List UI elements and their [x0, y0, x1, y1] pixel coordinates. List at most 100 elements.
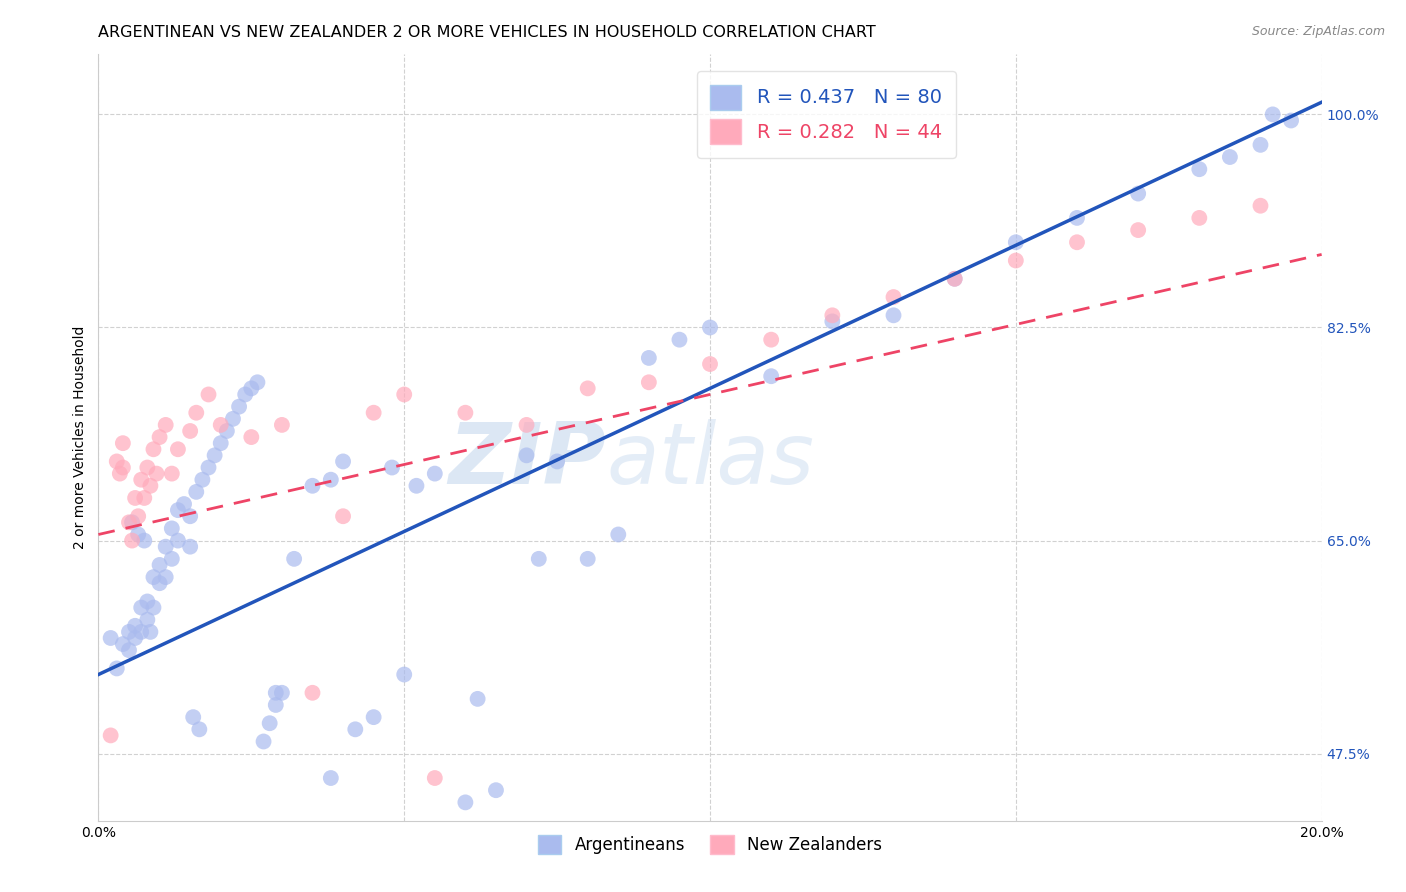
Point [821, 314, 844, 328]
Point [301, 686, 323, 700]
Point [576, 552, 599, 566]
Point [142, 600, 165, 615]
Legend: Argentineans, New Zealanders: Argentineans, New Zealanders [530, 826, 890, 863]
Point [121, 533, 143, 548]
Point [319, 771, 342, 785]
Point [149, 430, 172, 444]
Point [1128, 223, 1150, 237]
Point [181, 710, 204, 724]
Point [485, 783, 508, 797]
Point [204, 448, 226, 462]
Point [134, 491, 156, 505]
Point [699, 357, 721, 371]
Point [108, 467, 131, 481]
Point [129, 473, 152, 487]
Point [668, 333, 690, 347]
Point [160, 521, 183, 535]
Point [155, 540, 177, 554]
Text: Source: ZipAtlas.com: Source: ZipAtlas.com [1251, 25, 1385, 38]
Point [111, 637, 134, 651]
Point [155, 570, 177, 584]
Point [319, 473, 342, 487]
Point [546, 454, 568, 468]
Point [222, 412, 245, 426]
Point [1250, 199, 1272, 213]
Point [191, 473, 214, 487]
Point [197, 387, 219, 401]
Point [149, 576, 172, 591]
Point [1219, 150, 1241, 164]
Point [301, 479, 323, 493]
Point [252, 734, 274, 748]
Point [637, 351, 661, 365]
Point [821, 308, 844, 322]
Point [883, 308, 905, 322]
Point [155, 417, 177, 432]
Point [381, 460, 404, 475]
Point [467, 691, 489, 706]
Point [283, 552, 305, 566]
Point [761, 369, 783, 384]
Point [259, 716, 281, 731]
Point [186, 484, 208, 499]
Point [1250, 137, 1272, 152]
Point [454, 796, 477, 810]
Point [127, 527, 149, 541]
Point [454, 406, 477, 420]
Point [527, 552, 550, 566]
Point [129, 624, 152, 639]
Point [423, 467, 446, 481]
Point [134, 533, 156, 548]
Point [363, 406, 385, 420]
Point [240, 430, 263, 444]
Point [167, 503, 190, 517]
Point [111, 460, 134, 475]
Point [576, 381, 599, 395]
Point [423, 771, 446, 785]
Point [179, 540, 201, 554]
Point [100, 631, 122, 645]
Point [142, 570, 165, 584]
Point [246, 376, 269, 390]
Point [188, 723, 211, 737]
Point [139, 479, 162, 493]
Point [516, 417, 538, 432]
Point [264, 686, 287, 700]
Point [136, 613, 159, 627]
Point [233, 387, 256, 401]
Point [761, 333, 783, 347]
Point [186, 406, 208, 420]
Point [197, 460, 219, 475]
Point [136, 594, 159, 608]
Point [118, 516, 141, 530]
Point [1279, 113, 1302, 128]
Point [111, 436, 134, 450]
Point [129, 600, 152, 615]
Point [1066, 211, 1088, 225]
Point [637, 376, 661, 390]
Point [240, 381, 263, 395]
Point [516, 448, 538, 462]
Point [405, 479, 427, 493]
Point [607, 527, 630, 541]
Point [270, 686, 294, 700]
Point [332, 509, 354, 524]
Point [100, 728, 122, 742]
Point [118, 643, 141, 657]
Point [160, 467, 183, 481]
Point [215, 424, 238, 438]
Point [105, 661, 128, 675]
Point [943, 272, 966, 286]
Point [883, 290, 905, 304]
Point [124, 491, 146, 505]
Point [142, 442, 165, 457]
Point [167, 442, 190, 457]
Point [699, 320, 721, 334]
Point [1261, 107, 1284, 121]
Point [943, 272, 966, 286]
Point [121, 516, 143, 530]
Point [105, 454, 128, 468]
Point [124, 631, 146, 645]
Point [145, 467, 167, 481]
Point [344, 723, 367, 737]
